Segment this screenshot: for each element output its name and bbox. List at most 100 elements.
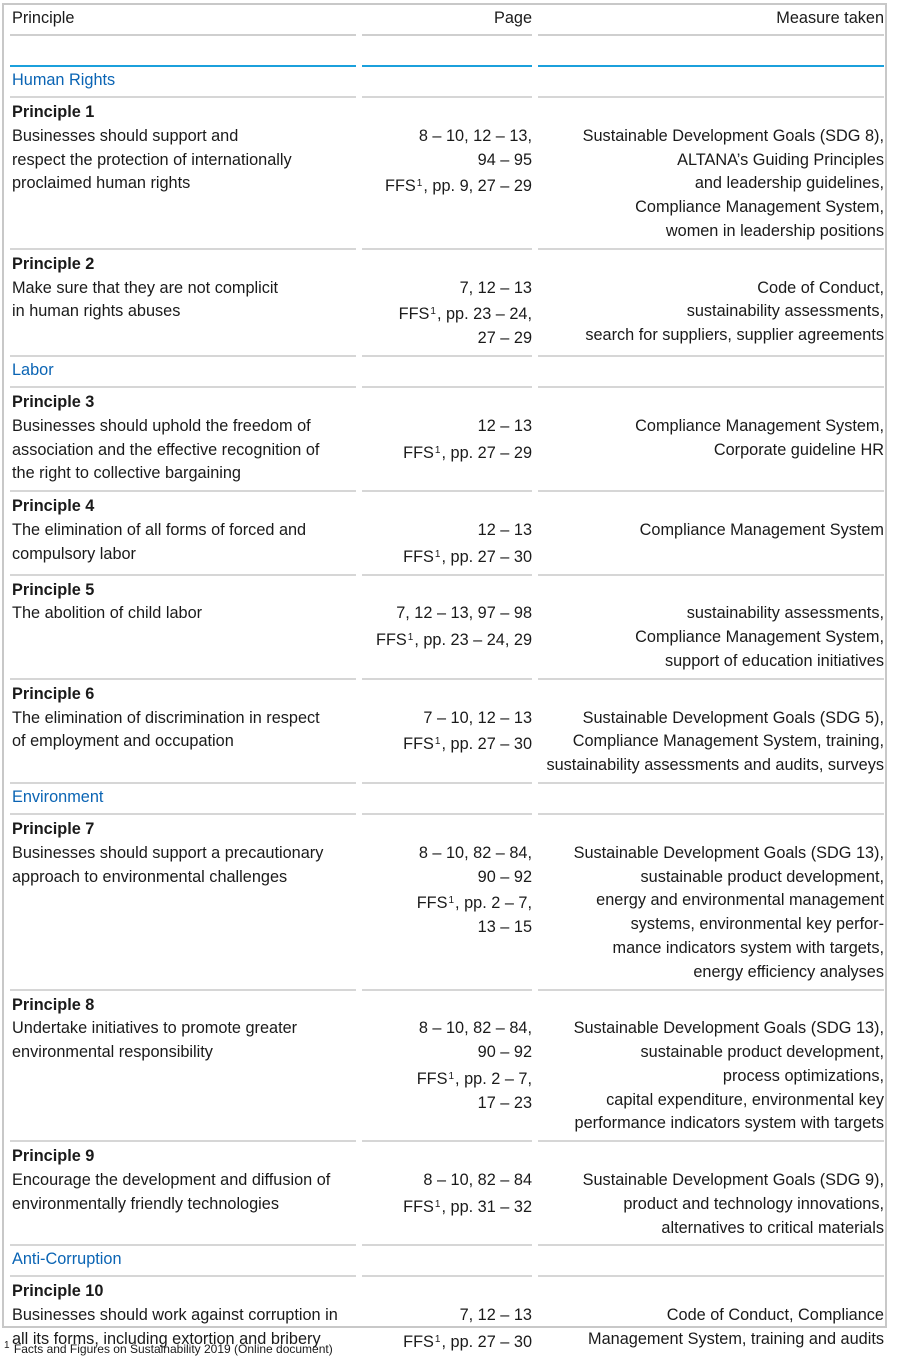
measure-text: support of education initiatives	[664, 651, 884, 670]
measure-text: Compliance Management System,	[635, 416, 884, 435]
principle-cell: Principle 7 Businesses should support a p…	[10, 815, 356, 991]
principle-title: Principle 5	[12, 580, 95, 599]
measure-cell: sustainability assessments, Compliance Ma…	[538, 576, 884, 680]
empty-cell	[362, 1246, 532, 1278]
empty-cell	[538, 784, 884, 815]
principle-text: the right to collective bargaining	[12, 464, 241, 483]
page-reference: 90 – 92	[477, 1043, 532, 1062]
measure-text: mance indicators system with targets,	[612, 938, 884, 957]
measure-text: Compliance Management System	[639, 520, 884, 539]
measure-text: Code of Conduct, Compliance	[666, 1306, 884, 1325]
measure-cell: Sustainable Development Goals (SDG 13), s…	[538, 991, 884, 1143]
measure-text: Corporate guideline HR	[713, 440, 884, 459]
principle-text: approach to environmental challenges	[12, 867, 288, 886]
page-reference: 12 – 13	[477, 520, 532, 539]
principle-row: Principle 5 The abolition of child labor 7…	[10, 576, 884, 680]
section-heading-row: Environment	[10, 784, 884, 815]
principle-title: Principle 10	[12, 1282, 104, 1301]
principle-title: Principle 7	[12, 819, 95, 838]
principle-text: proclaimed human rights	[12, 174, 191, 193]
principle-title: Principle 1	[12, 103, 95, 121]
measure-text: search for suppliers, supplier agreement…	[585, 326, 884, 345]
principle-row: Principle 10 Businesses should work again…	[10, 1277, 884, 1358]
page-reference: 12 – 13	[477, 416, 532, 435]
empty-cell	[362, 357, 532, 388]
page-reference: FFS1, pp. 27 – 30	[403, 735, 532, 754]
header-measure: Measure taken	[538, 6, 884, 36]
page-reference: 17 – 23	[477, 1093, 532, 1112]
header-principle: Principle	[10, 6, 356, 36]
measure-text: sustainability assessments and audits, s…	[546, 756, 884, 775]
measure-text: capital expenditure, environmental key	[606, 1090, 884, 1109]
page-reference: FFS1, pp. 27 – 29	[403, 443, 532, 462]
page-cell: 7, 12 – 13 FFS1, pp. 27 – 30	[362, 1277, 532, 1358]
measure-text: Sustainable Development Goals (SDG 9),	[582, 1171, 884, 1190]
page-reference: 7 – 10, 12 – 13	[423, 708, 532, 727]
table-header: Principle Page Measure taken	[10, 6, 884, 36]
principle-title: Principle 9	[12, 1147, 95, 1166]
principle-text: Make sure that they are not complicit	[12, 278, 279, 297]
page-reference: FFS1, pp. 27 – 30	[403, 1333, 532, 1352]
empty-cell	[538, 357, 884, 388]
section-heading: Anti-Corruption	[10, 1246, 356, 1278]
blue-rule	[362, 36, 532, 67]
measure-text: women in leadership positions	[665, 221, 884, 240]
measure-text: Management System, training and audits	[588, 1330, 884, 1349]
measure-text: product and technology innovations,	[623, 1194, 884, 1213]
principle-text: all its forms, including extortion and b…	[12, 1330, 321, 1349]
measure-cell: Sustainable Development Goals (SDG 5), Co…	[538, 680, 884, 784]
measure-text: systems, environmental key perfor-	[630, 915, 884, 934]
page-reference: 7, 12 – 13, 97 – 98	[396, 604, 532, 623]
principle-row: Principle 4 The elimination of all forms …	[10, 492, 884, 576]
principle-row: Principle 3 Businesses should uphold the …	[10, 388, 884, 493]
page-reference: 27 – 29	[477, 329, 532, 348]
measure-text: alternatives to critical materials	[661, 1218, 884, 1237]
principle-text: environmental responsibility	[12, 1043, 213, 1062]
empty-cell	[362, 67, 532, 98]
measure-text: Sustainable Development Goals (SDG 13),	[573, 843, 884, 862]
un-global-compact-table: Principle Page Measure taken Human Right…	[10, 6, 884, 1359]
principle-text: Businesses should support and	[12, 126, 239, 145]
principle-text: respect the protection of internationall…	[12, 150, 292, 169]
page-cell: 7, 12 – 13 FFS1, pp. 23 – 24, 27 – 29	[362, 250, 532, 357]
blue-rule	[538, 36, 884, 67]
principle-row: Principle 6 The elimination of discrimina…	[10, 680, 884, 784]
principle-title: Principle 4	[12, 497, 95, 516]
page-reference: 8 – 10, 12 – 13,	[418, 126, 532, 145]
principle-row: Principle 7 Businesses should support a p…	[10, 815, 884, 991]
page-reference: 13 – 15	[477, 918, 532, 937]
page-reference: FFS1, pp. 23 – 24, 29	[376, 631, 532, 650]
measure-cell: Sustainable Development Goals (SDG 13), s…	[538, 815, 884, 991]
footnote: 1 Facts and Figures on Sustainability 20…	[4, 1340, 333, 1356]
principle-cell: Principle 4 The elimination of all forms …	[10, 492, 356, 576]
page-reference: FFS1, pp. 23 – 24,	[398, 305, 532, 324]
principle-text: of employment and occupation	[12, 732, 234, 751]
principle-text: Businesses should support a precautionar…	[12, 843, 324, 862]
principle-row: Principle 8 Undertake initiatives to prom…	[10, 991, 884, 1143]
measure-text: sustainability assessments,	[686, 604, 884, 623]
principle-text: compulsory labor	[12, 544, 136, 563]
principle-text: Undertake initiatives to promote greater	[12, 1019, 298, 1038]
section-heading: Labor	[10, 357, 356, 388]
principle-text: The elimination of discrimination in res…	[12, 708, 320, 727]
principle-row: Principle 2 Make sure that they are not c…	[10, 250, 884, 357]
section-heading-row: Labor	[10, 357, 884, 388]
page-reference: FFS1, pp. 2 – 7,	[416, 1069, 532, 1088]
page-reference: 7, 12 – 13	[459, 1306, 532, 1325]
empty-cell	[362, 784, 532, 815]
section-heading-row: Human Rights	[10, 67, 884, 98]
measure-text: and leadership guidelines,	[694, 174, 884, 193]
measure-text: Sustainable Development Goals (SDG 8),	[582, 126, 884, 145]
measure-text: sustainability assessments,	[686, 302, 884, 321]
principle-cell: Principle 1 Businesses should support and…	[10, 98, 356, 250]
measure-text: energy efficiency analyses	[693, 962, 884, 981]
measure-text: Code of Conduct,	[757, 278, 884, 297]
header-spacer	[10, 36, 884, 67]
header-page: Page	[362, 6, 532, 36]
principle-text: association and the effective recognitio…	[12, 440, 320, 459]
principle-title: Principle 8	[12, 995, 95, 1014]
section-heading: Environment	[10, 784, 356, 815]
principle-cell: Principle 6 The elimination of discrimina…	[10, 680, 356, 784]
page-reference: FFS1, pp. 27 – 30	[403, 547, 532, 566]
principle-row: Principle 9 Encourage the development and…	[10, 1142, 884, 1247]
